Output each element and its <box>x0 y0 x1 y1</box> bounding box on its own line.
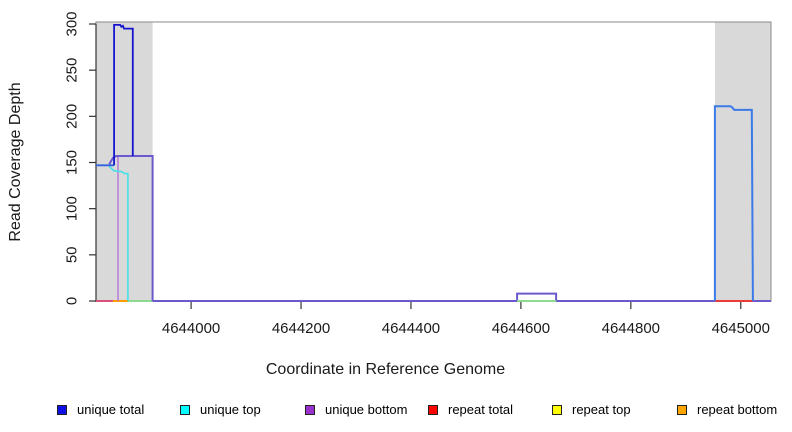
plot-border <box>95 21 772 302</box>
y-tick-label: 100 <box>64 196 81 221</box>
y-axis-title: Read Coverage Depth <box>7 82 24 242</box>
x-tick-label: 4644200 <box>272 320 330 337</box>
x-tick-label: 4644800 <box>602 320 660 337</box>
y-tick-label: 200 <box>64 104 81 129</box>
series-unique-total-right-plateau <box>713 105 754 302</box>
series-unique-bottom-plateau <box>108 155 154 301</box>
x-tick-label: 4645000 <box>712 320 770 337</box>
series-baseline-unique-bottom <box>96 292 771 302</box>
series-unique-total-spike <box>113 23 134 166</box>
x-tick-label: 4644400 <box>382 320 440 337</box>
y-tick-label: 150 <box>64 150 81 175</box>
y-tick-label: 300 <box>64 11 81 36</box>
y-tick-label: 250 <box>64 58 81 83</box>
x-axis-title: Coordinate in Reference Genome <box>265 361 506 378</box>
repeat-region-left <box>96 22 153 301</box>
y-tick-label: 0 <box>64 297 81 305</box>
repeat-region-right <box>714 22 771 301</box>
series-unique-top <box>108 165 129 301</box>
y-tick-label: 50 <box>64 246 81 263</box>
x-tick-label: 4644600 <box>492 320 550 337</box>
x-tick-label: 4644000 <box>162 320 220 337</box>
